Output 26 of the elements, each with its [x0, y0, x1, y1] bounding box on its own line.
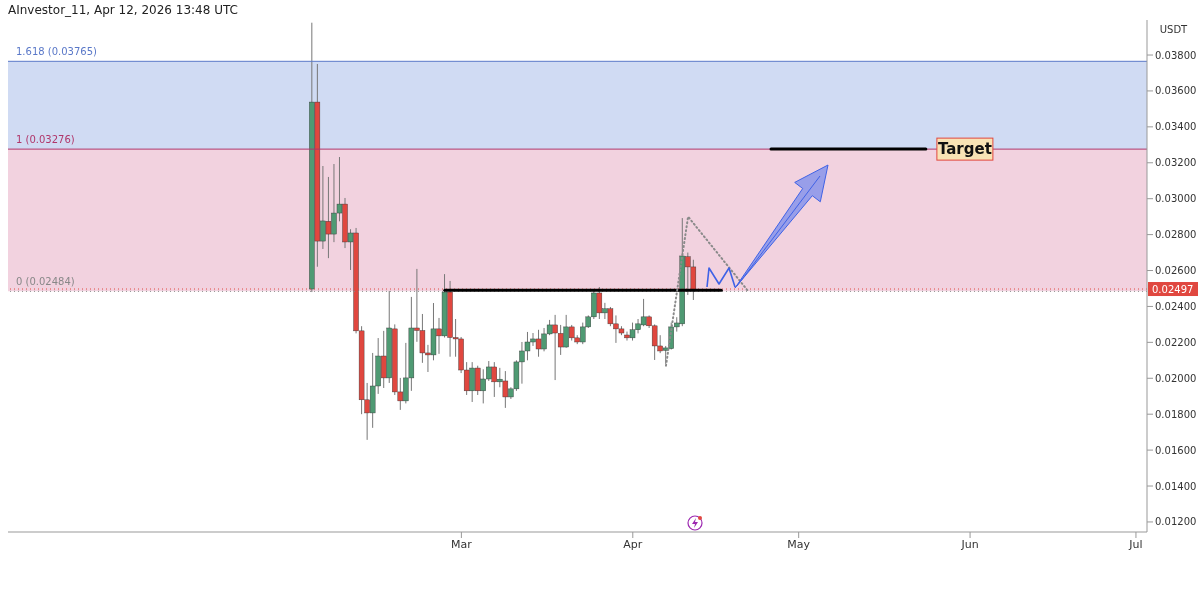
y-tick-label: 0.03000 [1155, 193, 1197, 205]
y-tick-label: 0.02400 [1155, 300, 1197, 312]
ref-line-label: 1 (0.03276) [16, 134, 75, 146]
ref-line-label: 0.02497 [1152, 284, 1194, 296]
ref-line-label: 0 (0.02484) [16, 276, 75, 288]
y-tick-label: 0.01800 [1155, 408, 1197, 420]
y-tick-label: 0.02600 [1155, 265, 1197, 277]
y-tick-label: 0.01400 [1155, 480, 1197, 492]
annotation: Target [937, 140, 992, 159]
y-tick-label: 0.01600 [1155, 444, 1197, 456]
y-tick-label: 0.03200 [1155, 157, 1197, 169]
ref-line-label: 1.618 (0.03765) [16, 46, 98, 58]
x-tick-label: Apr [623, 537, 643, 551]
x-tick-label: Jul [1128, 537, 1143, 551]
y-tick-label: 0.01200 [1155, 516, 1197, 528]
x-tick-label: May [787, 537, 811, 551]
y-axis-title: USDT [1159, 24, 1189, 36]
y-tick-label: 0.02000 [1155, 372, 1197, 384]
y-tick-label: 0.03400 [1155, 121, 1197, 133]
y-tick-label: 0.03800 [1155, 49, 1197, 61]
y-tick-label: 0.03600 [1155, 85, 1197, 97]
y-tick-label: 0.02800 [1155, 229, 1197, 241]
y-tick-label: 0.02200 [1155, 336, 1197, 348]
chart-title: AInvestor_11, Apr 12, 2026 13:48 UTC [8, 3, 238, 17]
x-tick-label: Mar [451, 537, 473, 551]
x-tick-label: Jun [960, 537, 979, 551]
